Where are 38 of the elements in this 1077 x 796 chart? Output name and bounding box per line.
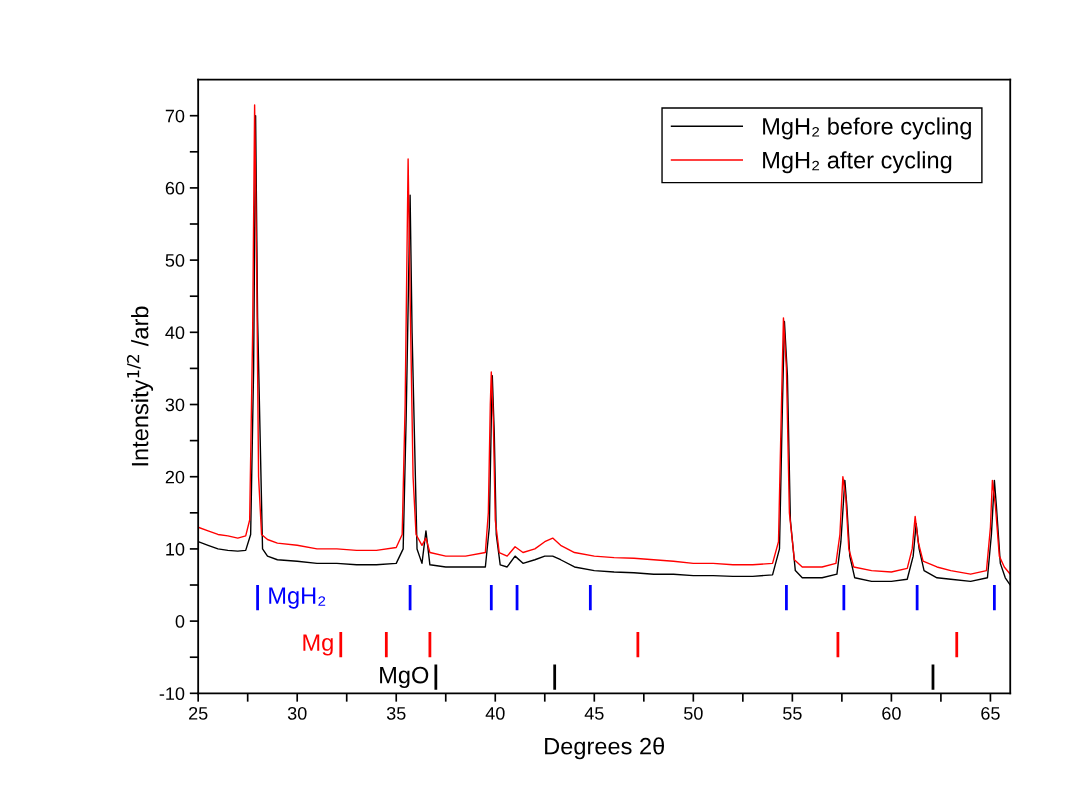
bar	[434, 664, 438, 690]
y-tick-label: 50	[165, 254, 185, 267]
y-tick-label: 20	[165, 470, 185, 484]
bar	[842, 585, 846, 611]
bar	[553, 664, 557, 690]
y-tick-label: 70	[165, 109, 185, 123]
y-tick-label: -10	[159, 687, 185, 701]
series-label: MgH₂	[269, 587, 326, 609]
x-tick-label: 55	[783, 707, 802, 720]
y-tick-label: 30	[165, 398, 185, 412]
y-tick-label: 60	[165, 181, 185, 195]
bar	[785, 585, 788, 611]
series-label: Mg	[303, 634, 333, 656]
x-tick-label: 25	[189, 706, 208, 720]
bar	[489, 585, 493, 611]
x-axis-title: Degrees 2θ	[545, 737, 665, 760]
y-tick-label: 0	[175, 615, 185, 628]
bar	[992, 585, 996, 611]
bar	[588, 585, 592, 611]
y-axis-title: Intensity$^{1/2}$ /arb	[126, 306, 154, 466]
bar	[955, 631, 959, 658]
bar	[339, 631, 343, 658]
bar	[636, 631, 640, 658]
bar	[256, 585, 259, 611]
series-label: MgO	[380, 666, 429, 689]
bar	[915, 585, 919, 611]
y-tick-label: 10	[166, 542, 185, 556]
legend-label: MgH₂ before cycling	[763, 117, 971, 140]
x-tick-label: 40	[485, 706, 505, 720]
x-tick-label: 30	[287, 706, 307, 720]
legend-label: MgH₂ after cycling	[763, 151, 952, 174]
x-tick-label: 35	[386, 706, 406, 720]
x-tick-label: 45	[584, 707, 604, 720]
x-tick-label: 50	[684, 706, 703, 720]
x-tick-label: 65	[981, 706, 1000, 720]
x-tick-label: 60	[882, 706, 901, 720]
y-tick-label: 40	[165, 326, 185, 340]
bar	[384, 631, 388, 658]
